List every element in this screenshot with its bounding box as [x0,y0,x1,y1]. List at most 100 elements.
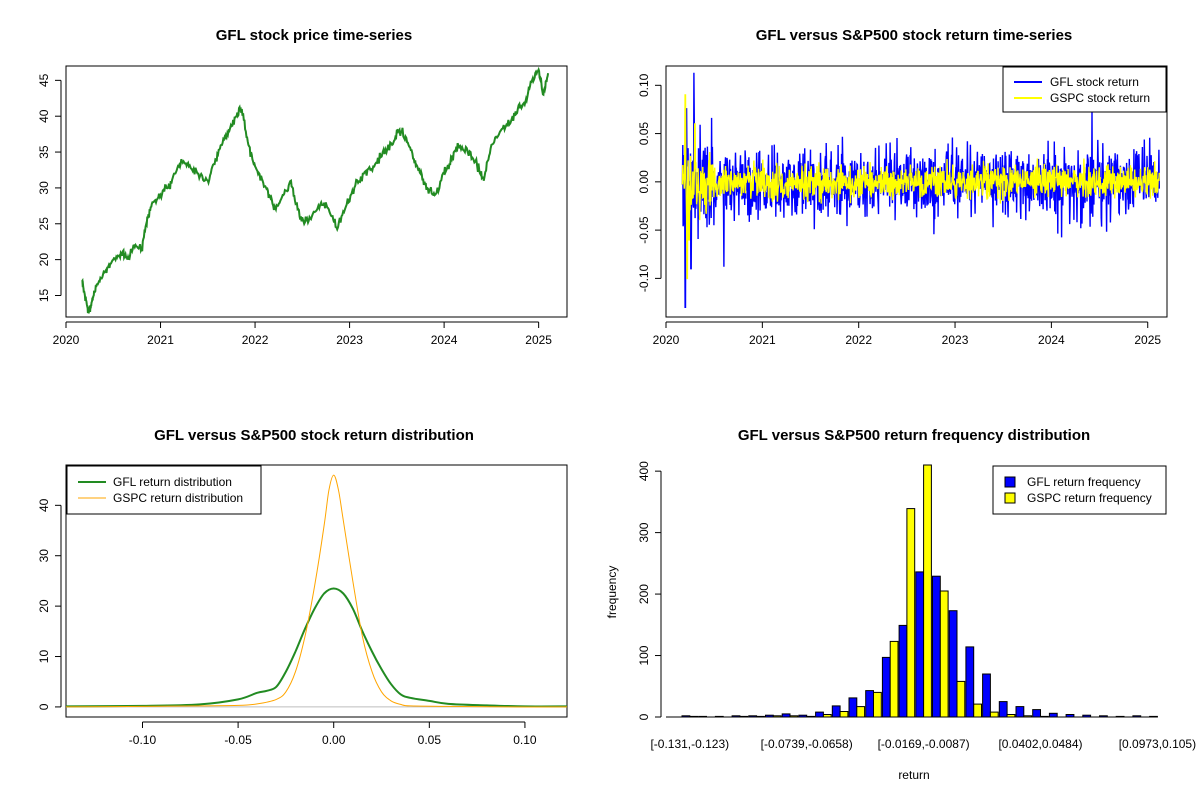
bar-gfl-return-frequency [881,656,891,718]
bar-gspc-return-frequency [939,590,949,718]
bar-gfl-return-frequency [1149,715,1158,718]
returns-y-tick-label: -0.10 [637,264,651,292]
density-x-tick-label: 0.05 [418,733,442,747]
returns-y-axis: -0.10 -0.05 0.00 0.05 0.10 [637,73,662,292]
density-y-tick-label: 10 [37,650,51,664]
bar-gfl-return-frequency [982,673,991,718]
frequency-legend-box [992,465,1167,515]
frequency-y-tick-label: 200 [637,584,651,604]
density-chart-panel: GFL versus S&P500 stock return distribut… [37,427,568,747]
price-x-tick-label: 2020 [53,333,80,347]
bar-gspc-return-frequency [839,711,849,718]
bar-gfl-return-frequency [998,701,1008,718]
frequency-x-tick-label: [-0.0739,-0.0658) [761,737,853,751]
frequency-x-axis-title: return [898,768,929,782]
price-series-group [81,66,550,314]
bar-gspc-return-frequency [873,691,882,718]
returns-x-tick-label: 2024 [1038,333,1065,347]
density-y-tick-label: 20 [37,599,51,613]
series-line-gspc-stock-return [681,94,1160,280]
bar-gfl-return-frequency [915,571,925,718]
price-y-tick-label: 30 [37,181,51,195]
price-x-tick-label: 2023 [336,333,363,347]
frequency-y-axis: 0 100 200 300 400 [637,461,662,720]
bar-gspc-return-frequency [989,711,999,718]
density-legend: GFL return distribution GSPC return dist… [66,465,262,515]
frequency-legend: GFL return frequency GSPC return frequen… [992,465,1167,515]
legend-swatch-gfl-frequency [1004,476,1016,488]
bar-gspc-return-frequency [973,703,983,718]
returns-series-group [681,72,1161,308]
price-x-tick-label: 2025 [525,333,552,347]
bar-gfl-return-frequency [1048,712,1058,718]
bar-gfl-return-frequency [848,697,858,718]
price-y-tick-label: 35 [37,145,51,159]
density-y-tick-label: 40 [37,498,51,512]
legend-label-gspc-distribution: GSPC return distribution [113,491,243,505]
frequency-y-tick-label: 0 [637,713,651,720]
price-y-axis: 15 20 25 30 35 40 45 [37,73,62,302]
density-x-axis: -0.10 -0.05 0.00 0.05 0.10 [129,721,537,747]
density-series-group [65,474,568,708]
price-x-axis: 2020 2021 2022 2023 2024 2025 [53,321,552,347]
bar-gspc-return-frequency [923,464,932,718]
returns-y-tick-label: 0.05 [637,122,651,146]
frequency-x-tick-label: [0.0402,0.0484) [998,737,1082,751]
bar-gfl-return-frequency [965,646,975,718]
returns-y-tick-label: 0.10 [637,73,651,97]
legend-swatch-gspc-frequency [1004,492,1016,504]
density-chart-title: GFL versus S&P500 stock return distribut… [154,427,474,444]
bar-gfl-return-frequency [948,610,958,718]
bar-gspc-return-frequency [889,640,899,718]
density-legend-box [66,465,262,515]
bar-gfl-return-frequency [815,711,824,718]
frequency-chart-panel: GFL versus S&P500 return frequency distr… [605,427,1196,782]
returns-x-tick-label: 2020 [653,333,680,347]
returns-chart-title: GFL versus S&P500 stock return time-seri… [756,27,1073,44]
frequency-x-axis: [-0.131,-0.123) [-0.0739,-0.0658) [-0.0169… [650,737,1196,751]
legend-label-gfl-frequency: GFL return frequency [1027,475,1141,489]
bar-gfl-return-frequency [898,624,908,718]
frequency-x-tick-label: [-0.131,-0.123) [650,737,729,751]
frequency-y-axis-title: frequency [605,566,619,619]
legend-label-gfl-distribution: GFL return distribution [113,475,232,489]
returns-x-axis: 2020 2021 2022 2023 2024 2025 [653,321,1161,347]
returns-x-tick-label: 2021 [749,333,776,347]
bar-gfl-return-frequency [1015,706,1025,718]
returns-x-tick-label: 2023 [942,333,969,347]
price-y-tick-label: 15 [37,288,51,302]
bar-gspc-return-frequency [956,680,966,718]
density-y-tick-label: 0 [37,703,51,710]
price-chart-title: GFL stock price time-series [216,27,412,44]
frequency-y-tick-label: 400 [637,461,651,481]
legend-label-gspc-frequency: GSPC return frequency [1027,491,1152,505]
series-line-gfl-return-distribution [65,587,568,708]
frequency-y-tick-label: 300 [637,522,651,542]
density-y-tick-label: 30 [37,549,51,563]
returns-chart-panel: GFL versus S&P500 stock return time-seri… [637,27,1168,347]
price-plot-frame [65,65,568,318]
returns-y-tick-label: 0.00 [637,170,651,194]
price-x-tick-label: 2024 [431,333,458,347]
bar-gfl-return-frequency [831,705,841,718]
price-x-tick-label: 2021 [147,333,174,347]
density-x-tick-label: -0.05 [224,733,252,747]
returns-legend: GFL stock return GSPC stock return [1002,66,1167,113]
bar-gspc-return-frequency [906,508,916,718]
bar-gfl-return-frequency [865,690,875,718]
density-x-tick-label: 0.10 [513,733,537,747]
frequency-chart-title: GFL versus S&P500 return frequency distr… [738,427,1090,444]
frequency-x-tick-label: [0.0973,0.105) [1119,737,1196,751]
returns-plot-frame [665,65,1168,318]
bar-gfl-return-frequency [932,575,941,718]
density-plot-frame [65,464,568,718]
returns-x-tick-label: 2025 [1134,333,1161,347]
price-x-tick-label: 2022 [242,333,269,347]
returns-y-tick-label: -0.05 [637,216,651,244]
returns-legend-box [1002,66,1167,113]
price-chart-panel: GFL stock price time-series 2020 2021 2022… [37,27,568,347]
price-y-tick-label: 40 [37,109,51,123]
legend-label-gfl-return: GFL stock return [1050,75,1139,89]
density-x-tick-label: 0.00 [322,733,346,747]
